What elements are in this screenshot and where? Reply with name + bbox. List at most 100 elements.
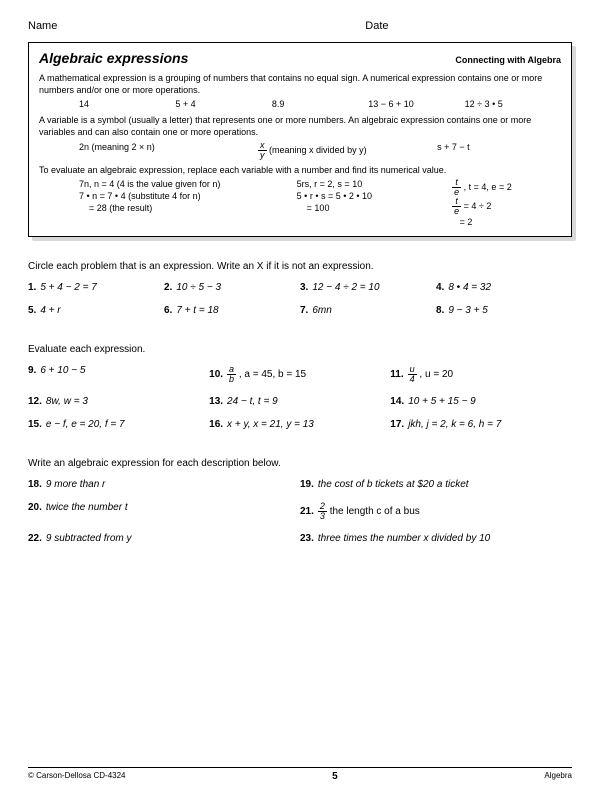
problem: 7.6mn: [300, 305, 436, 316]
problem: 11. u4 , u = 20: [390, 365, 571, 384]
problem: 5. 4 + r: [28, 305, 164, 316]
problem: 18. 9 more than r: [28, 479, 300, 490]
section3-problems: 18. 9 more than r 19. the cost of b tickets…: [28, 479, 572, 556]
box-paragraph-3: To evaluate an algebraic expression, rep…: [39, 164, 561, 176]
problem: 20. twice the number t: [28, 502, 300, 521]
problem: 21. 23 the length c of a bus: [300, 502, 572, 521]
problem-text: , u = 20: [417, 369, 453, 380]
problem-number: 11.: [390, 369, 403, 380]
problem-text: 12 − 4 ÷ 2 = 10: [312, 282, 379, 293]
problem-text: 10 ÷ 5 − 3: [176, 282, 221, 293]
problem-number: 16.: [209, 419, 223, 430]
problem: 17. jkh, j = 2, k = 6, h = 7: [390, 419, 571, 430]
fraction: 23: [318, 502, 327, 521]
problem: 16. x + y, x = 21, y = 13: [209, 419, 390, 430]
problem-text: 4 + r: [40, 305, 60, 316]
problem: 19. the cost of b tickets at $20 a ticket: [300, 479, 572, 490]
problem-text: 8 • 4 = 32: [448, 282, 491, 293]
problem: 4.8 • 4 = 32: [436, 282, 572, 293]
fraction: ab: [227, 365, 236, 384]
box-title: Algebraic expressions: [39, 49, 188, 68]
problem: 8. 9 − 3 + 5: [436, 305, 572, 316]
header-row: Name Date: [28, 20, 572, 32]
problem-text: e − f, e = 20, f = 7: [46, 419, 125, 430]
footer-right: Algebra: [544, 771, 572, 782]
problem: 13. 24 − t, t = 9: [209, 396, 390, 407]
problem-number: 5.: [28, 305, 36, 316]
box-paragraph-2: A variable is a symbol (usually a letter…: [39, 114, 561, 138]
section2-problems: 9.6 + 10 − 510.ab , a = 45, b = 1511.u4 …: [28, 365, 572, 442]
problem-number: 15.: [28, 419, 42, 430]
problem-text: 9 subtracted from y: [46, 533, 132, 544]
problem: 6.7 + t = 18: [164, 305, 300, 316]
problem: 2. 10 ÷ 5 − 3: [164, 282, 300, 293]
problem-number: 1.: [28, 282, 36, 293]
problem-text: 24 − t, t = 9: [227, 396, 278, 407]
ex-e: 12 ÷ 3 • 5: [465, 98, 561, 110]
problem-number: 7.: [300, 305, 308, 316]
problem: 22. 9 subtracted from y: [28, 533, 300, 544]
problem: 15. e − f, e = 20, f = 7: [28, 419, 209, 430]
problem-number: 3.: [300, 282, 308, 293]
ex-c: 8.9: [272, 98, 368, 110]
problem: 10. ab , a = 45, b = 15: [209, 365, 390, 384]
ex-d: 13 − 6 + 10: [368, 98, 464, 110]
problem-text: 10 + 5 + 15 − 9: [408, 396, 476, 407]
box-paragraph-1: A mathematical expression is a grouping …: [39, 72, 561, 96]
problem-number: 22.: [28, 533, 42, 544]
problem-number: 20.: [28, 502, 42, 513]
problem-number: 10.: [209, 369, 223, 380]
problem-text: jkh, j = 2, k = 6, h = 7: [408, 419, 501, 430]
frac-x-y: xy: [258, 141, 267, 160]
section1-problems: 1. 5 + 4 − 2 = 7 2. 10 ÷ 5 − 3 3. 12 − 4 ÷ 2 …: [28, 282, 572, 328]
eval-col-2: 5rs, r = 2, s = 10 5 • r • s = 5 • 2 • 1…: [297, 178, 452, 228]
problem-number: 13.: [209, 396, 223, 407]
problem-text: 5 + 4 − 2 = 7: [40, 282, 96, 293]
problem-number: 17.: [390, 419, 404, 430]
problem-number: 12.: [28, 396, 42, 407]
problem: 14. 10 + 5 + 15 − 9: [390, 396, 571, 407]
problem-number: 8.: [436, 305, 444, 316]
frac-t-e-2: te: [452, 197, 461, 216]
problem-text: three times the number x divided by 10: [318, 533, 490, 544]
section2-instruction: Evaluate each expression.: [28, 344, 572, 355]
problem-text: 8w, w = 3: [46, 396, 88, 407]
problem-text: the cost of b tickets at $20 a ticket: [318, 479, 469, 490]
name-label: Name: [28, 20, 365, 32]
eval-col-3: te , t = 4, e = 2 te = 4 ÷ 2 = 2: [452, 178, 561, 228]
problem-number: 2.: [164, 282, 172, 293]
footer-left: © Carson-Dellosa CD-4324: [28, 771, 126, 782]
problem: 3. 12 − 4 ÷ 2 = 10: [300, 282, 436, 293]
ex-a: 14: [79, 98, 175, 110]
problem-number: 23.: [300, 533, 314, 544]
problem-number: 6.: [164, 305, 172, 316]
problem-text: twice the number t: [46, 502, 128, 513]
ex2-c: s + 7 − t: [437, 141, 561, 160]
eval-examples: 7n, n = 4 (4 is the value given for n) 7…: [79, 178, 561, 228]
problem-text: x + y, x = 21, y = 13: [227, 419, 314, 430]
problem-text: 9 − 3 + 5: [448, 305, 487, 316]
numeric-examples: 14 5 + 4 8.9 13 − 6 + 10 12 ÷ 3 • 5: [79, 98, 561, 110]
problem-number: 14.: [390, 396, 404, 407]
problem-number: 21.: [300, 506, 314, 517]
problem-number: 18.: [28, 479, 42, 490]
problem-text: the length c of a bus: [327, 506, 420, 517]
fraction: u4: [408, 365, 417, 384]
variable-examples: 2n (meaning 2 × n) xy (meaning x divided…: [79, 141, 561, 160]
ex2-a: 2n (meaning 2 × n): [79, 141, 258, 160]
section3-instruction: Write an algebraic expression for each d…: [28, 458, 572, 469]
problem-text: 9 more than r: [46, 479, 105, 490]
problem-number: 9.: [28, 365, 36, 376]
problem-text: 6 + 10 − 5: [40, 365, 85, 376]
section1-instruction: Circle each problem that is an expressio…: [28, 261, 572, 272]
box-subtitle: Connecting with Algebra: [455, 54, 561, 66]
info-box-wrap: Algebraic expressions Connecting with Al…: [28, 42, 572, 237]
frac-t-e: te: [452, 178, 461, 197]
eval-col-1: 7n, n = 4 (4 is the value given for n) 7…: [79, 178, 297, 228]
problem-number: 19.: [300, 479, 314, 490]
ex-b: 5 + 4: [175, 98, 271, 110]
problem: 12. 8w, w = 3: [28, 396, 209, 407]
problem-text: , a = 45, b = 15: [236, 369, 306, 380]
problem: 9. 6 + 10 − 5: [28, 365, 209, 384]
problem: 1. 5 + 4 − 2 = 7: [28, 282, 164, 293]
